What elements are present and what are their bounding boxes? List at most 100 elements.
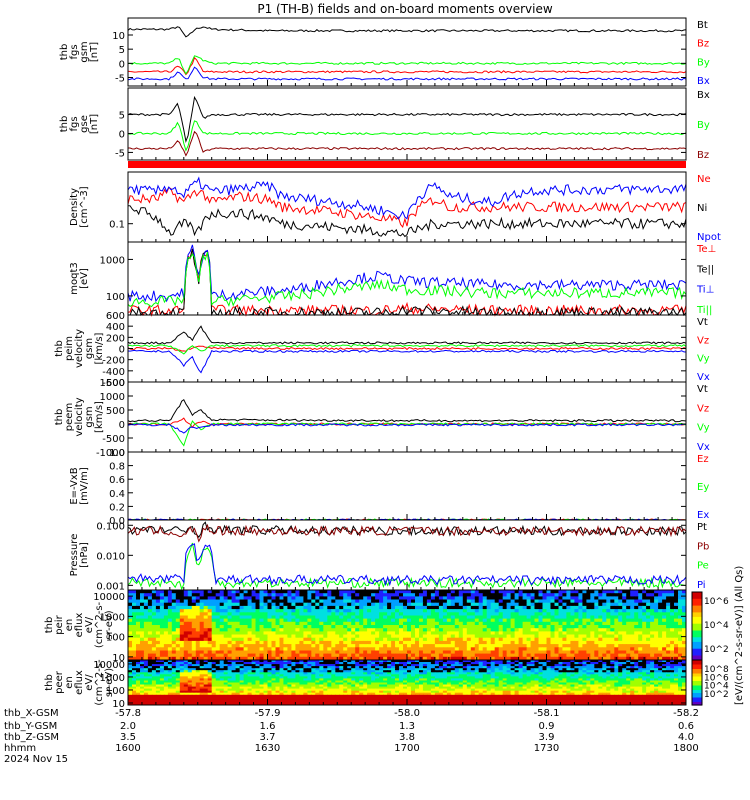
spectrogram-cell (530, 637, 536, 642)
spectrogram-cell (231, 593, 237, 597)
spectrogram-cell (387, 672, 392, 675)
spectrogram-cell (171, 670, 177, 673)
spectrogram-cell (159, 596, 165, 601)
spectrogram-cell (674, 644, 679, 648)
spectrogram-cell (299, 631, 304, 636)
spectrogram-cell (662, 662, 667, 665)
spectrogram-cell (411, 668, 416, 671)
spectrogram-cell (646, 672, 651, 675)
spectrogram-cell (128, 640, 133, 645)
spectrogram-cell (434, 634, 440, 639)
spectrogram-cell (347, 615, 352, 620)
spectrogram-cell (315, 628, 320, 632)
spectrogram-cell (614, 621, 619, 626)
spectrogram-cell (367, 668, 372, 671)
spectrogram-cell (522, 609, 528, 613)
series-line-Bt (127, 26, 687, 38)
spectrogram-cell (411, 621, 416, 626)
spectrogram-cell (247, 615, 253, 620)
spectrogram-cell (287, 628, 292, 632)
spectrogram-cell (670, 660, 675, 663)
spectrogram-cell (391, 672, 396, 675)
spectrogram-cell (391, 612, 396, 616)
spectrogram-cell (558, 634, 563, 639)
spectrogram-cell (287, 618, 292, 623)
spectrogram-cell (371, 618, 376, 623)
spectrogram-cell (299, 666, 304, 669)
spectrogram-cell (175, 602, 181, 607)
spectrogram-cell (371, 605, 376, 610)
spectrogram-cell (411, 672, 416, 675)
spectrogram-cell (143, 672, 149, 675)
spectrogram-cell (458, 656, 464, 661)
spectrogram-cell (446, 670, 452, 673)
spectrogram-cell (287, 668, 292, 671)
spectrogram-cell (235, 674, 241, 677)
spectrogram-cell (319, 618, 324, 623)
spectrogram-cell (658, 670, 663, 673)
spectrogram-cell (506, 668, 512, 671)
spectrogram-cell (666, 628, 671, 632)
spectrogram-cell (267, 640, 272, 645)
spectrogram-cell (295, 644, 300, 648)
spectrogram-cell (678, 670, 683, 673)
spectrogram-cell (630, 653, 635, 658)
spectrogram-cell (494, 676, 500, 679)
spectrogram-cell (419, 593, 424, 597)
spectrogram-cell (546, 609, 551, 613)
spectrogram-cell (558, 605, 563, 610)
series-line-Bx (127, 95, 687, 144)
spectrogram-cell (227, 653, 233, 658)
spectrogram-cell (363, 672, 368, 675)
spectrogram-cell (128, 593, 133, 597)
spectrogram-cell (419, 625, 424, 629)
spectrogram-cell (319, 670, 324, 673)
spectrogram-cell (574, 631, 579, 636)
spectrogram-cell (670, 609, 675, 613)
spectrogram-cell (183, 668, 189, 671)
spectrogram-cell (582, 596, 587, 601)
spectrogram-cell (247, 647, 253, 651)
spectrogram-cell (450, 670, 456, 673)
spectrogram-cell (315, 599, 320, 604)
spectrogram-cell (586, 676, 591, 679)
spectrogram-cell (271, 631, 276, 636)
spectrogram-cell (682, 664, 687, 667)
colorbar-segment (692, 603, 702, 607)
spectrogram-cell (498, 644, 504, 648)
spectrogram-cell (626, 625, 631, 629)
spectrogram-cell (327, 590, 332, 594)
spectrogram-cell (339, 670, 344, 673)
spectrogram-cell (195, 590, 201, 594)
spectrogram-cell (195, 647, 201, 651)
spectrogram-cell (163, 670, 169, 673)
spectrogram-cell (347, 612, 352, 616)
spectrogram-cell (646, 593, 651, 597)
spectrogram-cell (311, 621, 316, 626)
spectrogram-cell (207, 612, 213, 616)
spectrogram-cell (339, 674, 344, 677)
spectrogram-cell (223, 637, 229, 642)
legend-label: Vy (697, 354, 710, 365)
spectrogram-cell (454, 668, 460, 671)
spectrogram-cell (614, 612, 619, 616)
spectrogram-cell (602, 676, 607, 679)
spectrogram-cell (426, 621, 432, 626)
spectrogram-cell (470, 676, 476, 679)
spectrogram-cell (299, 644, 304, 648)
spectrogram-cell (251, 676, 257, 679)
spectrogram-cell (566, 647, 571, 651)
y-axis-label: thb peim velocity gsm [km/s] (54, 329, 105, 368)
spectrogram-cell (411, 599, 416, 604)
spectrogram-cell (339, 656, 344, 661)
spectrogram-cell (622, 670, 627, 673)
spectrogram-cell (295, 628, 300, 632)
spectrogram-cell (638, 668, 643, 671)
spectrogram-cell (303, 644, 308, 648)
spectrogram-cell (574, 670, 579, 673)
spectrogram-cell (136, 628, 141, 632)
spectrogram-cell (522, 593, 528, 597)
spectrogram-cell (478, 650, 484, 655)
spectrogram-cell (458, 612, 464, 616)
spectrogram-cell (263, 653, 268, 658)
